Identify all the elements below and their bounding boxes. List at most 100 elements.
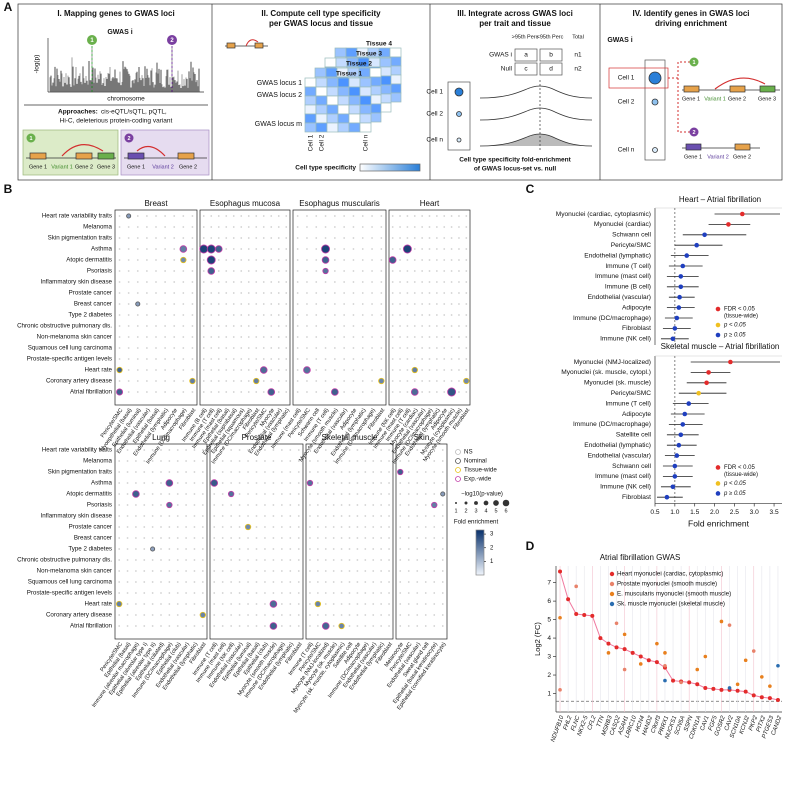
ns-dot: [232, 358, 235, 360]
bracket: [668, 61, 690, 79]
ns-dot: [277, 226, 280, 228]
enrichment-dot: [150, 546, 156, 552]
ns-dot: [333, 215, 336, 217]
ns-dot: [213, 504, 216, 506]
ns-dot: [191, 325, 194, 327]
heat-cell: [369, 67, 382, 78]
ns-dot: [143, 449, 146, 451]
heat-cell: [315, 77, 328, 88]
ns-dot: [264, 504, 266, 506]
size-key: [483, 500, 489, 506]
ns-dot: [136, 336, 139, 338]
ns-dot: [352, 336, 355, 338]
heat-cell: [315, 122, 328, 133]
ns-dot: [361, 369, 364, 371]
ns-dot: [399, 482, 402, 484]
ns-dot: [217, 270, 220, 272]
ns-dot: [176, 614, 179, 616]
ns-dot: [399, 581, 402, 583]
ns-dot: [413, 380, 416, 382]
ns-dot: [332, 581, 335, 583]
ns-dot: [118, 559, 121, 561]
ns-dot: [164, 226, 167, 228]
ns-dot: [247, 215, 250, 217]
ns-dot: [441, 581, 444, 583]
ns-dot: [324, 281, 327, 283]
table-cell: [539, 48, 563, 62]
ns-dot: [443, 314, 446, 316]
ns-dot: [277, 369, 280, 371]
ns-dot: [380, 482, 383, 484]
gene: [729, 85, 746, 93]
trait-label: Heart rate: [84, 601, 112, 608]
label: Total: [572, 34, 584, 40]
ns-dot: [348, 592, 351, 594]
ns-dot: [270, 281, 273, 283]
ns-dot: [193, 603, 196, 605]
ns-dot: [428, 347, 431, 349]
ns-dot: [262, 270, 265, 272]
ns-dot: [435, 259, 438, 261]
ns-dot: [309, 581, 311, 583]
ns-dot: [285, 358, 288, 360]
ns-dot: [270, 226, 273, 228]
ns-dot: [332, 482, 335, 484]
ns-dot: [380, 504, 383, 506]
row-label: Immune (mast cell): [595, 473, 651, 480]
ns-dot: [371, 292, 373, 294]
label: 1: [692, 60, 695, 66]
row-label: Immune (NK cell): [600, 336, 651, 343]
ns-dot: [262, 380, 265, 382]
ns-dot: [371, 270, 373, 272]
ns-dot: [155, 391, 157, 393]
row-label: Adipocyte: [622, 304, 651, 311]
ns-dot: [399, 314, 401, 316]
trait-label: Breast cancer: [74, 535, 112, 542]
point: [614, 621, 619, 626]
ns-dot: [126, 471, 129, 473]
ns-dot: [135, 570, 137, 572]
heat-cell: [315, 95, 328, 106]
ns-dot: [289, 460, 292, 462]
point: [702, 232, 707, 238]
ns-dot: [324, 449, 327, 451]
ns-dot: [202, 270, 205, 272]
ns-dot: [126, 449, 129, 451]
ns-dot: [309, 537, 311, 539]
ns-dot: [191, 347, 194, 349]
ns-dot: [316, 570, 319, 572]
point: [630, 650, 635, 655]
ns-dot: [176, 515, 179, 517]
ns-dot: [332, 493, 335, 495]
ns-dot: [135, 625, 137, 627]
ns-dot: [406, 347, 409, 349]
trait-label: Non-melanoma skin cancer: [37, 568, 112, 575]
ns-dot: [185, 559, 187, 561]
ns-dot: [465, 292, 468, 294]
ns-dot: [399, 548, 402, 550]
ns-dot: [210, 369, 213, 371]
heat-cell: [304, 77, 317, 88]
heat-cell: [369, 103, 382, 114]
ns-dot: [173, 215, 176, 217]
ns-dot: [356, 493, 359, 495]
ns-dot: [118, 449, 121, 451]
ns-dot: [388, 559, 390, 561]
panel-label: B: [4, 182, 13, 196]
ns-dot: [443, 325, 446, 327]
ns-dot: [277, 336, 280, 338]
point: [677, 294, 682, 300]
ns-dot: [264, 482, 266, 484]
ns-dot: [213, 625, 216, 627]
heat-cell: [337, 95, 350, 106]
ns-dot: [324, 493, 327, 495]
y-tick-label: 5: [547, 616, 551, 623]
point: [751, 649, 756, 653]
ns-dot: [151, 449, 154, 451]
label: 6: [504, 508, 507, 514]
ns-dot: [191, 391, 194, 393]
ns-dot: [193, 559, 196, 561]
ns-dot: [352, 314, 355, 316]
ns-dot: [191, 369, 194, 371]
ns-dot: [230, 537, 233, 539]
